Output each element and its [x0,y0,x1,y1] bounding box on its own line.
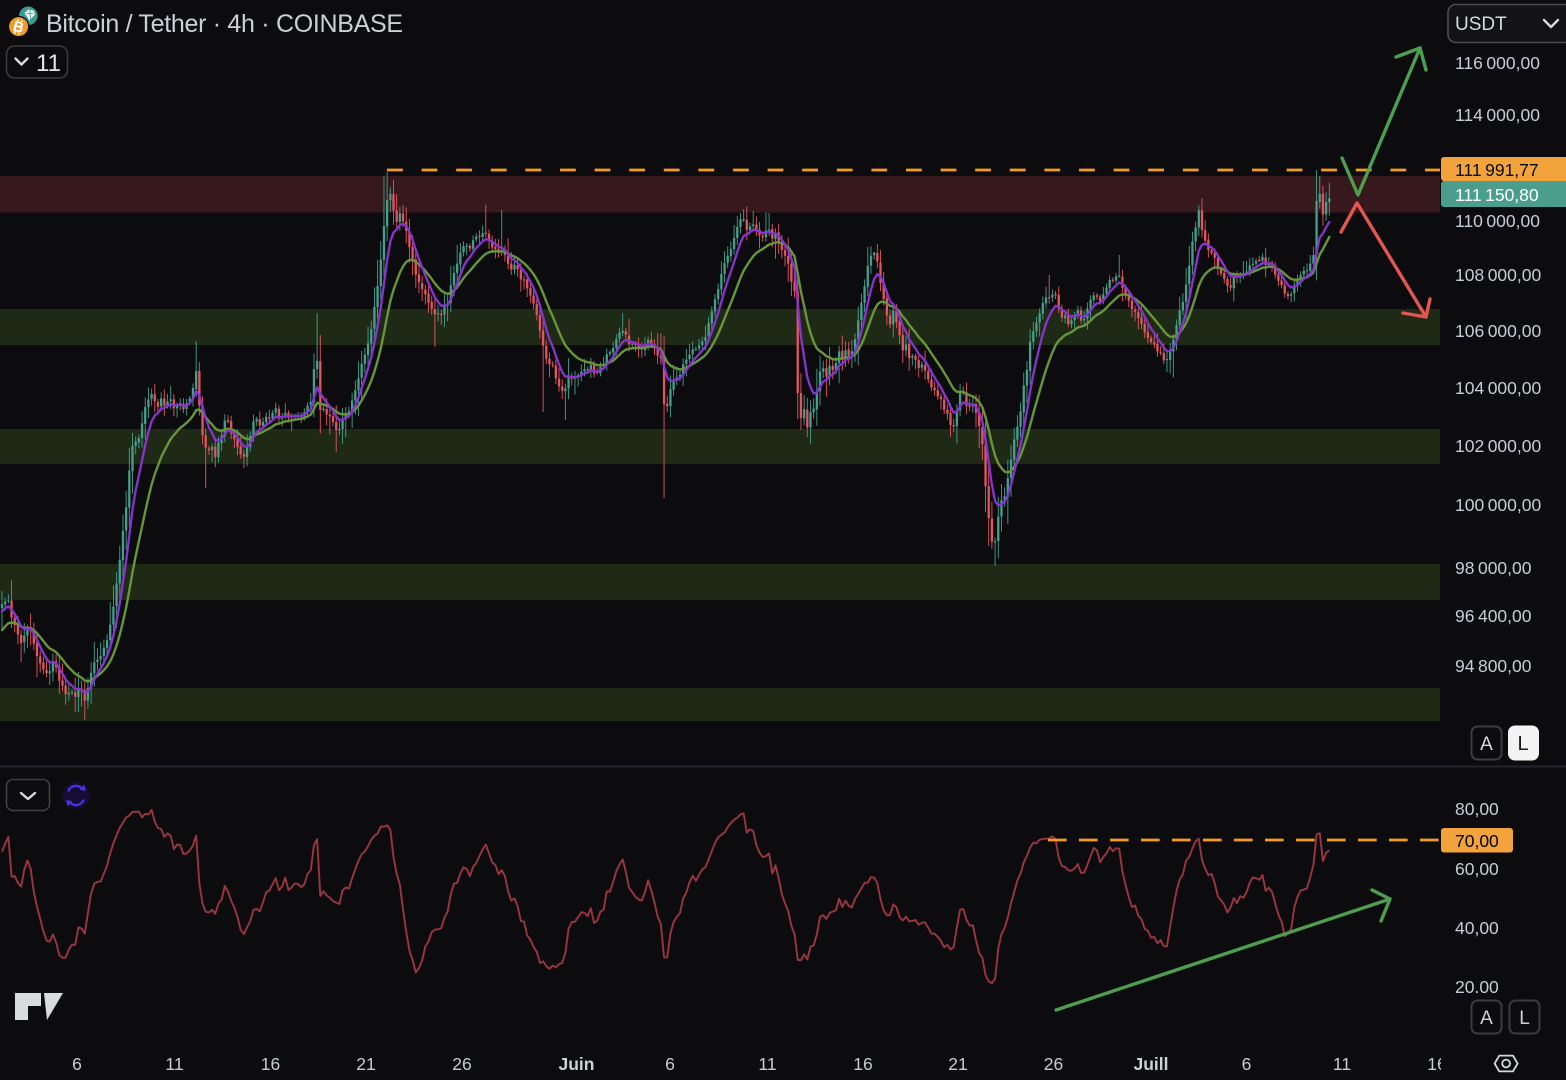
svg-text:94 800,00: 94 800,00 [1455,656,1532,676]
svg-text:96 400,00: 96 400,00 [1455,606,1532,626]
svg-text:11: 11 [165,1054,183,1074]
svg-text:93 200,00: 93 200,00 [1455,717,1532,737]
svg-text:21: 21 [948,1054,967,1074]
svg-text:26: 26 [1044,1054,1063,1074]
svg-text:111 150,80: 111 150,80 [1455,185,1539,205]
svg-text:80,00: 80,00 [1455,799,1499,819]
svg-text:104 000,00: 104 000,00 [1455,378,1541,398]
svg-text:11: 11 [1333,1054,1351,1074]
svg-text:L: L [1519,1008,1530,1029]
svg-text:110 000,00: 110 000,00 [1455,211,1540,231]
svg-text:11: 11 [36,50,61,77]
svg-text:Juill: Juill [1133,1054,1168,1074]
svg-text:70,00: 70,00 [1455,831,1499,851]
svg-text:A: A [1480,734,1493,755]
svg-text:106 000,00: 106 000,00 [1455,321,1541,341]
svg-text:11: 11 [758,1054,776,1074]
svg-text:6: 6 [665,1054,675,1074]
svg-text:A: A [1480,1008,1493,1029]
svg-text:21: 21 [356,1054,375,1074]
svg-text:102 000,00: 102 000,00 [1455,436,1541,456]
svg-text:111 991,77: 111 991,77 [1455,160,1539,180]
svg-text:108 000,00: 108 000,00 [1455,265,1541,285]
svg-text:60,00: 60,00 [1455,859,1499,879]
svg-text:L: L [1517,733,1528,755]
svg-text:40,00: 40,00 [1455,918,1499,938]
svg-text:16: 16 [261,1054,280,1074]
svg-text:16: 16 [853,1054,872,1074]
svg-text:100 000,00: 100 000,00 [1455,495,1541,515]
svg-text:98 000,00: 98 000,00 [1455,558,1532,578]
svg-text:16: 16 [1427,1054,1446,1074]
svg-text:116 000,00: 116 000,00 [1455,53,1540,73]
svg-text:USDT: USDT [1455,14,1507,35]
svg-text:114 000,00: 114 000,00 [1455,105,1540,125]
svg-text:26: 26 [452,1054,471,1074]
svg-text:20.00: 20.00 [1455,977,1499,997]
svg-text:Bitcoin / Tether · 4h · COINBA: Bitcoin / Tether · 4h · COINBASE [46,10,403,38]
svg-text:6: 6 [72,1054,82,1074]
svg-text:6: 6 [1242,1054,1252,1074]
svg-text:Juin: Juin [559,1054,595,1074]
